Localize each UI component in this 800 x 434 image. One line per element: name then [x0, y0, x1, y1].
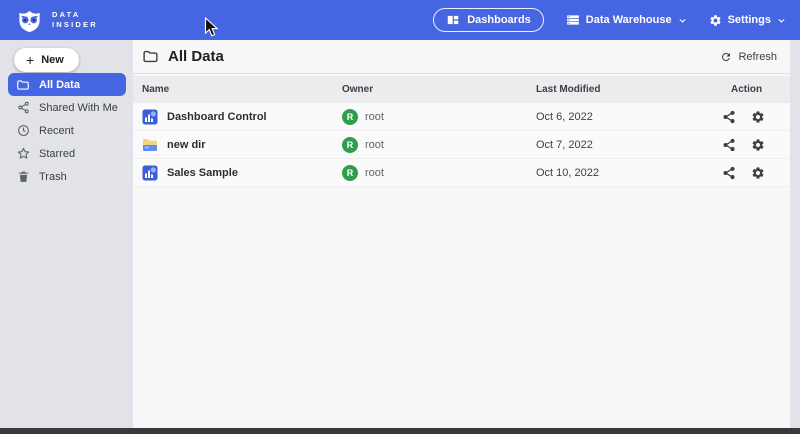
brand-line2: INSIDER [52, 20, 98, 29]
owner-name: root [365, 166, 384, 179]
chevron-down-icon [777, 16, 786, 25]
dashboard-grid-icon [446, 13, 460, 27]
new-button[interactable]: + New [14, 48, 79, 72]
nav-settings[interactable]: Settings [709, 14, 786, 27]
bottom-edge-strip [0, 428, 800, 434]
refresh-label: Refresh [738, 50, 777, 63]
share-icon [16, 101, 30, 115]
share-icon[interactable] [722, 110, 736, 124]
owner-name: root [365, 138, 384, 151]
refresh-icon [720, 51, 732, 63]
page-title: All Data [168, 48, 224, 65]
plus-icon: + [26, 52, 35, 68]
refresh-button[interactable]: Refresh [720, 51, 777, 63]
sidebar-item-trash[interactable]: Trash [8, 165, 126, 188]
sidebar-item-recent[interactable]: Recent [8, 119, 126, 142]
folder-icon [142, 48, 159, 65]
star-icon [16, 147, 30, 161]
column-header-last-modified: Last Modified [536, 84, 601, 95]
column-header-action: Action [731, 84, 763, 95]
nav-data-warehouse-label: Data Warehouse [585, 14, 672, 26]
sidebar-item-shared-with-me[interactable]: Shared With Me [8, 96, 126, 119]
owner-avatar: R [342, 136, 358, 153]
nav-settings-label: Settings [727, 14, 771, 26]
folder-icon [16, 78, 30, 92]
brand: DATA INSIDER [16, 7, 98, 34]
top-header-bar: DATA INSIDER Dashboards [0, 0, 800, 40]
dashboard-file-icon [142, 165, 158, 181]
gear-icon[interactable] [751, 110, 765, 124]
owl-logo-icon [16, 7, 43, 34]
owner-name: root [365, 110, 384, 123]
file-name[interactable]: Dashboard Control [167, 110, 267, 123]
sidebar-item-all-data[interactable]: All Data [8, 73, 126, 96]
clock-icon [16, 124, 30, 138]
brand-line1: DATA [52, 10, 81, 19]
sidebar-item-label: All Data [39, 78, 80, 91]
table-row[interactable]: new dir R root Oct 7, 2022 [133, 131, 790, 159]
top-navigation: Dashboards Data Warehouse [433, 8, 786, 32]
file-name[interactable]: Sales Sample [167, 166, 238, 179]
sidebar-item-starred[interactable]: Starred [8, 142, 126, 165]
sidebar-navigation: All Data Shared With Me Recent [8, 73, 126, 188]
table-row[interactable]: Sales Sample R root Oct 10, 2022 [133, 159, 790, 187]
owner-avatar: R [342, 108, 358, 125]
sidebar-item-label: Starred [39, 147, 76, 160]
sidebar-item-label: Trash [39, 170, 67, 183]
sidebar-item-label: Shared With Me [39, 101, 118, 114]
chevron-down-icon [678, 16, 687, 25]
trash-icon [16, 170, 30, 184]
column-header-name: Name [142, 84, 170, 95]
folder-file-icon [142, 137, 158, 153]
database-icon [566, 13, 580, 27]
title-bar: All Data Refresh [133, 40, 790, 74]
column-header-owner: Owner [342, 84, 374, 95]
dashboard-file-icon [142, 109, 158, 125]
file-name[interactable]: new dir [167, 138, 206, 151]
last-modified-date: Oct 10, 2022 [536, 166, 599, 179]
nav-data-warehouse[interactable]: Data Warehouse [566, 13, 687, 27]
nav-dashboards-label: Dashboards [467, 14, 531, 26]
gear-icon [709, 14, 722, 27]
sidebar-item-label: Recent [39, 124, 74, 137]
owner-avatar: R [342, 164, 358, 181]
share-icon[interactable] [722, 138, 736, 152]
table-row[interactable]: Dashboard Control R root Oct 6, 2022 [133, 103, 790, 131]
nav-dashboards-button[interactable]: Dashboards [433, 8, 544, 32]
gear-icon[interactable] [751, 166, 765, 180]
share-icon[interactable] [722, 166, 736, 180]
last-modified-date: Oct 6, 2022 [536, 110, 593, 123]
last-modified-date: Oct 7, 2022 [536, 138, 593, 151]
gear-icon[interactable] [751, 138, 765, 152]
new-button-label: New [41, 54, 64, 66]
table-header-row: Name Owner Last Modified Action [133, 76, 790, 103]
main-panel: All Data Refresh Name Owner Last Modifie… [133, 40, 790, 428]
brand-name: DATA INSIDER [52, 10, 98, 30]
